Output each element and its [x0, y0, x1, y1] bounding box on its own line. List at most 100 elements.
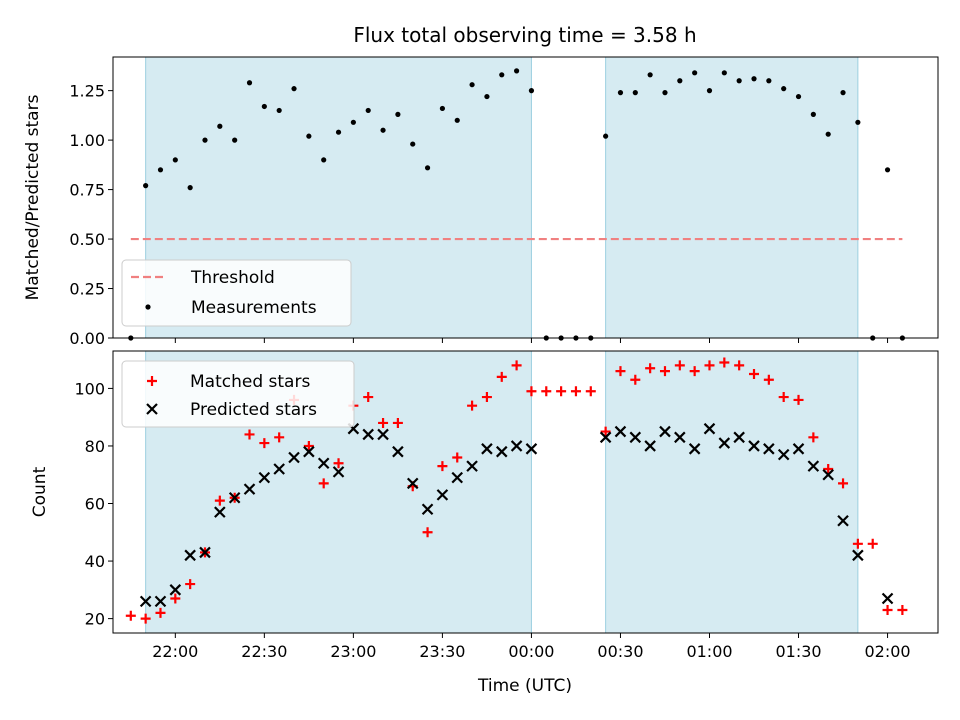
matched-stars-point — [689, 366, 700, 377]
predicted-stars-point — [837, 514, 849, 527]
measurement-point — [499, 72, 505, 78]
measurement-point — [350, 119, 356, 125]
shaded-interval — [605, 56, 859, 339]
measurement-point — [840, 90, 846, 96]
matched-stars-point — [244, 429, 255, 440]
matched-stars-point — [867, 538, 878, 549]
measurement-point — [202, 137, 208, 143]
matched-stars-point — [615, 366, 626, 377]
measurement-point — [617, 90, 624, 96]
matched-stars-point — [155, 607, 166, 618]
predicted-stars-point — [392, 445, 404, 458]
predicted-stars-point — [243, 483, 256, 495]
matched-stars-point — [467, 400, 478, 411]
measurement-point — [632, 90, 638, 96]
matched-stars-point — [378, 417, 389, 428]
matched-stars-point — [719, 357, 730, 368]
matched-stars-point — [734, 360, 745, 371]
x-tick-label: 00:30 — [597, 642, 643, 661]
matched-stars-point — [392, 417, 403, 428]
x-tick-label: 01:30 — [775, 642, 821, 661]
predicted-stars-point — [481, 443, 493, 455]
predicted-stars-point — [139, 595, 152, 608]
predicted-stars-point — [332, 466, 345, 478]
predicted-stars-point — [822, 468, 834, 481]
measurement-point — [143, 183, 149, 189]
matched-stars-point — [659, 366, 670, 377]
legend-predicted-label: Predicted stars — [190, 400, 317, 420]
predicted-stars-point — [763, 443, 775, 455]
measurement-point — [246, 80, 253, 86]
y-tick-label: 1.00 — [69, 131, 105, 150]
measurement-point — [884, 167, 891, 173]
predicted-stars-point — [169, 584, 182, 596]
matched-stars-point — [259, 438, 270, 449]
y-tick-label: 0.00 — [69, 329, 105, 348]
y-tick-label: 60 — [85, 495, 105, 514]
predicted-stars-point — [451, 471, 464, 484]
matched-stars-point — [541, 386, 552, 397]
predicted-stars-point — [288, 451, 300, 464]
predicted-stars-point — [303, 445, 315, 458]
legend-box — [121, 360, 355, 428]
predicted-stars-point — [644, 440, 656, 452]
predicted-stars-point — [674, 431, 686, 444]
count-y-axis: 20 40 60 80 100 — [74, 379, 113, 629]
predicted-stars-point — [733, 431, 745, 444]
x-tick-label: 22:30 — [241, 642, 287, 661]
count-x-axis: 22:00 22:30 23:00 23:30 00:00 00:30 01:00 01:30… — [152, 633, 911, 661]
predicted-stars-point — [659, 425, 671, 438]
measurement-point — [380, 127, 386, 133]
chart-title: Flux total observing time = 3.58 h — [353, 23, 696, 47]
matched-stars-point — [778, 392, 789, 403]
matched-stars-point — [585, 386, 596, 397]
measurement-point — [454, 117, 460, 123]
predicted-stars-point — [199, 546, 211, 559]
measurement-point — [291, 86, 297, 92]
predicted-stars-point — [852, 549, 864, 562]
measurement-point — [721, 70, 727, 76]
ratio-x-axis — [174, 338, 889, 343]
predicted-stars-point — [273, 463, 285, 475]
predicted-stars-point — [748, 440, 760, 452]
measurement-point — [424, 165, 431, 171]
y-tick-label: 0.75 — [69, 181, 105, 200]
measurement-point — [395, 111, 401, 117]
measurement-point — [217, 123, 223, 129]
x-tick-label: 23:30 — [419, 642, 465, 661]
predicted-stars-point — [792, 443, 805, 455]
measurement-point — [662, 90, 668, 96]
count-panel: 20 40 60 80 100 22:00 22:30 23:00 23:30 00:00 00:… — [30, 350, 939, 661]
predicted-stars-point — [184, 549, 196, 562]
legend-box — [121, 259, 352, 327]
measurement-point — [439, 105, 446, 112]
predicted-stars-point — [228, 491, 241, 504]
legend-threshold-label: Threshold — [190, 268, 275, 288]
predicted-stars-point — [703, 422, 716, 435]
measurement-point — [528, 88, 535, 94]
predicted-stars-point — [525, 443, 538, 455]
measurement-point — [232, 137, 238, 143]
x-tick-label: 22:00 — [152, 642, 198, 661]
x-axis-label: Time (UTC) — [477, 676, 572, 696]
matched-stars-point — [526, 386, 537, 397]
measurement-point — [706, 88, 713, 94]
measurement-point — [603, 133, 609, 139]
legend-measurements-swatch — [145, 304, 151, 310]
measurement-point — [677, 78, 683, 84]
measurement-point — [410, 141, 416, 147]
y-tick-label: 0.25 — [69, 280, 105, 299]
measurement-point — [276, 107, 282, 114]
matched-stars-point — [318, 478, 329, 489]
matched-stars-point — [763, 374, 774, 385]
ratio-marks — [128, 68, 905, 341]
measurement-point — [692, 70, 698, 76]
y-tick-label: 80 — [85, 437, 105, 456]
matched-stars-point — [452, 452, 463, 463]
predicted-stars-point — [214, 506, 226, 518]
measurement-point — [484, 93, 490, 100]
matched-stars-point — [214, 495, 225, 506]
measurement-point — [365, 107, 371, 114]
matched-stars-point — [630, 374, 641, 385]
